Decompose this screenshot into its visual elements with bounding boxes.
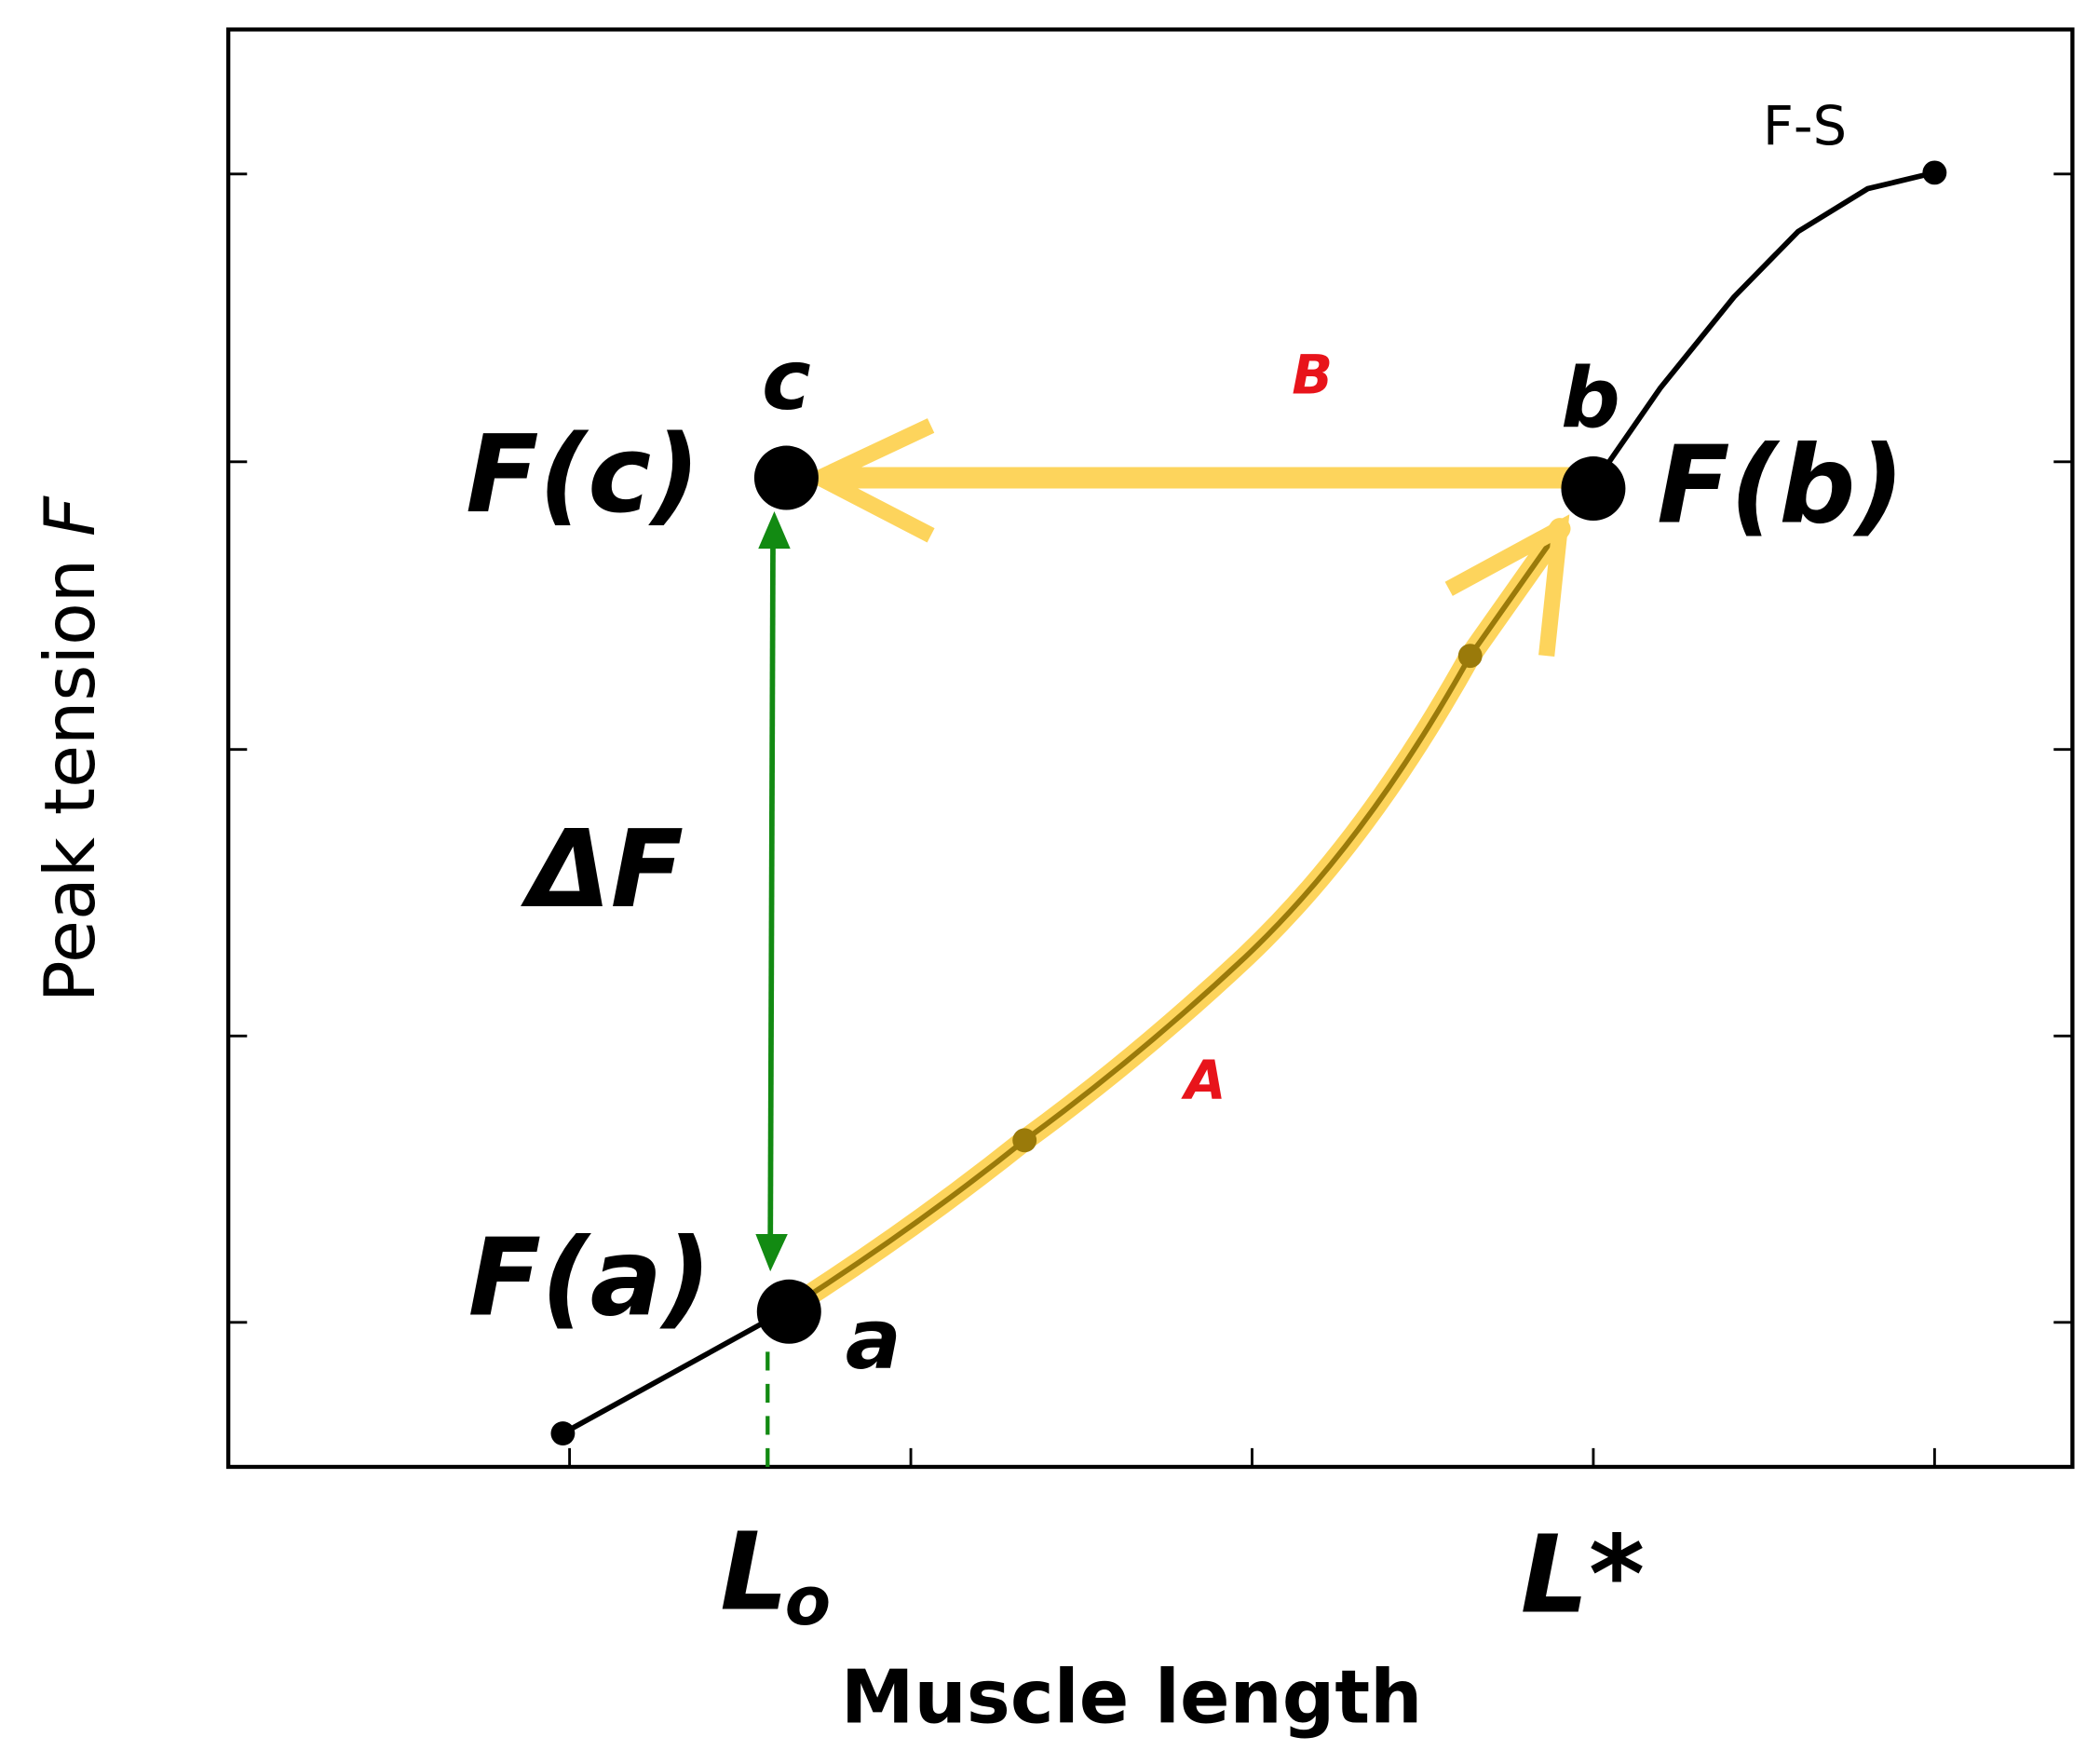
ticks (228, 172, 2073, 1467)
point-label: a (846, 1292, 901, 1389)
curve-label: F-S (1763, 95, 1847, 157)
y-axis-label: Peak tension F (29, 495, 110, 1002)
point-b (1561, 456, 1626, 522)
x-tick-label: L (720, 1510, 788, 1635)
y-axis-label-text: Peak tension (29, 559, 110, 1003)
x-tick-label: L* (1521, 1513, 1645, 1637)
path-label: A (1181, 1050, 1226, 1112)
point-c (753, 445, 819, 510)
force-label: F(b) (1657, 424, 1904, 549)
path-a-highlight (773, 518, 1571, 1323)
path-b-arrowhead (801, 418, 935, 543)
delta-arrow (767, 535, 776, 1252)
force-label: F(c) (466, 413, 700, 537)
curve-dot (1012, 1128, 1037, 1153)
y-axis-variable: F (29, 495, 110, 536)
point-label: b (1561, 350, 1620, 447)
force-label: F(a) (468, 1215, 711, 1340)
delta-label: ΔF (521, 807, 684, 932)
path-a-arrowhead (1444, 514, 1570, 658)
x-axis-label: Muscle length (841, 1654, 1422, 1740)
x-tick-subscript: o (785, 1562, 831, 1640)
curve-end (1922, 160, 1947, 185)
curve-end (550, 1421, 576, 1445)
point-label: c (762, 332, 811, 428)
path-label: B (1292, 344, 1333, 406)
fs-curve-high (1588, 170, 1936, 491)
fs-curve-low (562, 1309, 785, 1436)
point-a (756, 1279, 821, 1344)
curve-dot (1457, 644, 1483, 669)
path-a-curve (781, 526, 1563, 1314)
